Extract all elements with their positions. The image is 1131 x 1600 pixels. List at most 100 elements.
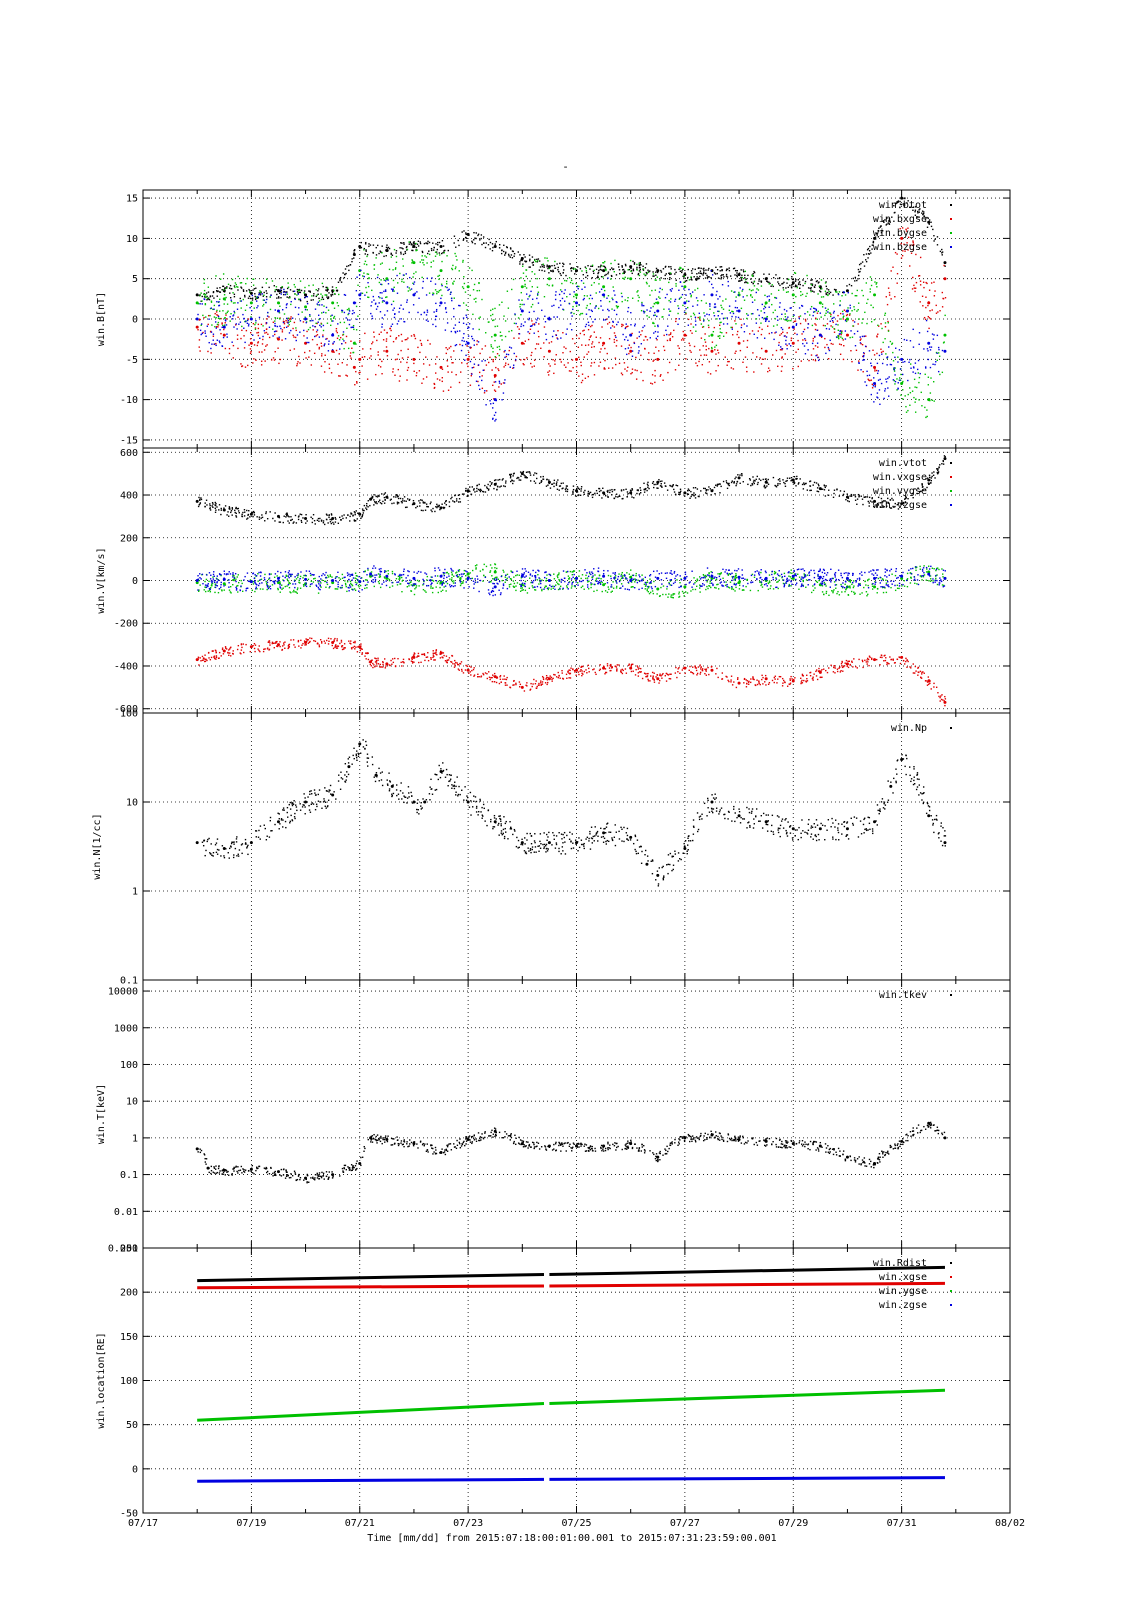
- data-point: [513, 352, 515, 355]
- data-point: [735, 323, 737, 325]
- data-point: [766, 482, 769, 484]
- data-point: [591, 343, 593, 345]
- data-point: [457, 239, 459, 242]
- data-point: [321, 353, 323, 355]
- data-point: [864, 381, 866, 383]
- data-point: [751, 301, 754, 303]
- data-point: [678, 364, 680, 366]
- data-point: [347, 265, 350, 267]
- data-point: [325, 338, 327, 340]
- data-point: [458, 244, 460, 247]
- data-point: [602, 262, 604, 264]
- data-point: [841, 330, 843, 332]
- data-point: [392, 340, 395, 343]
- data-point: [356, 381, 358, 383]
- data-point: [595, 268, 598, 271]
- data-point: [760, 285, 763, 287]
- data-point: [498, 304, 501, 306]
- data-point: [847, 307, 849, 309]
- data-point: [897, 356, 899, 358]
- data-point: [873, 293, 877, 297]
- data-point: [218, 509, 220, 511]
- data-point: [640, 309, 643, 312]
- data-point: [522, 263, 524, 265]
- data-point: [880, 232, 883, 234]
- data-point: [304, 296, 307, 298]
- data-point: [685, 294, 687, 296]
- data-point: [240, 300, 243, 302]
- data-point: [250, 309, 253, 312]
- data-point: [256, 296, 259, 298]
- data-point: [576, 285, 578, 288]
- data-point: [751, 296, 754, 298]
- data-point: [317, 301, 320, 303]
- data-point: [824, 290, 827, 292]
- data-point: [256, 344, 259, 347]
- data-point: [330, 320, 333, 322]
- data-point: [379, 297, 381, 299]
- data-point: [615, 363, 617, 366]
- data-point: [894, 367, 896, 369]
- data-point: [636, 266, 638, 269]
- data-point: [487, 361, 490, 364]
- data-point: [883, 500, 885, 502]
- data-point: [784, 313, 786, 315]
- data-point: [841, 337, 844, 340]
- data-point: [322, 298, 325, 301]
- data-point: [915, 281, 918, 284]
- data-point: [774, 332, 776, 334]
- data-point: [379, 292, 381, 294]
- data-point: [466, 362, 468, 365]
- data-point: [679, 267, 681, 270]
- data-point: [688, 279, 691, 281]
- data-point: [380, 331, 382, 333]
- data-point: [237, 289, 239, 291]
- data-point: [786, 344, 788, 347]
- data-point: [882, 220, 885, 222]
- data-point: [402, 498, 404, 500]
- data-point: [546, 478, 548, 481]
- data-point: [743, 323, 745, 325]
- data-point: [259, 290, 261, 292]
- data-point: [456, 330, 459, 333]
- data-point: [517, 251, 519, 253]
- data-point: [779, 483, 781, 485]
- data-point: [725, 275, 728, 277]
- data-point: [420, 344, 423, 346]
- data-point: [899, 203, 902, 205]
- data-point: [899, 379, 901, 381]
- data-point: [944, 455, 946, 458]
- data-point: [781, 357, 783, 359]
- data-point: [321, 304, 323, 306]
- data-point: [671, 485, 673, 488]
- data-point: [846, 493, 848, 495]
- data-point: [303, 329, 305, 332]
- data-point: [939, 373, 941, 376]
- data-point: [496, 353, 499, 355]
- data-point: [719, 321, 721, 324]
- data-point: [333, 341, 335, 343]
- data-point: [831, 319, 834, 322]
- data-point: [566, 328, 568, 330]
- data-point: [636, 291, 638, 293]
- data-point: [217, 324, 220, 326]
- data-point: [535, 321, 537, 324]
- data-point: [584, 344, 587, 347]
- data-point: [669, 272, 672, 274]
- data-point: [852, 319, 854, 322]
- data-point: [383, 493, 386, 495]
- data-point: [655, 271, 657, 273]
- data-point: [332, 521, 334, 524]
- data-point: [791, 281, 795, 285]
- data-point: [890, 363, 893, 366]
- data-point: [846, 285, 848, 287]
- data-point: [392, 371, 394, 373]
- data-point: [653, 681, 656, 683]
- data-point: [453, 235, 456, 237]
- data-point: [635, 378, 638, 380]
- data-point: [326, 288, 329, 290]
- data-point: [738, 291, 740, 294]
- data-point: [369, 348, 372, 350]
- data-point: [792, 367, 794, 370]
- data-point: [690, 495, 692, 498]
